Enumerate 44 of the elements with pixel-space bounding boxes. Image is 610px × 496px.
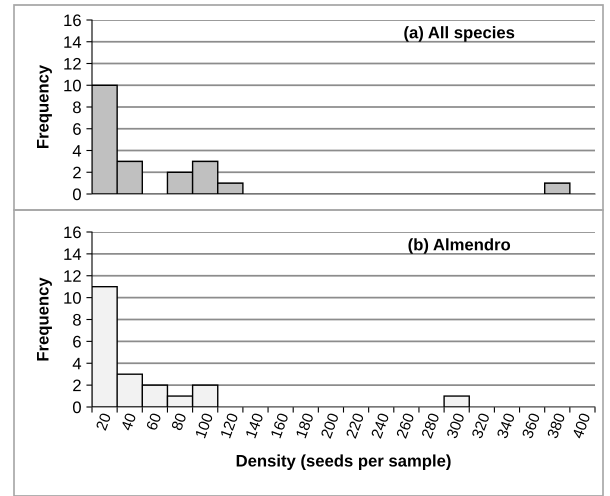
x-tick-label: 400 xyxy=(572,412,590,440)
x-tick-label: 220 xyxy=(346,412,364,439)
y-tick-label: 6 xyxy=(73,336,81,348)
x-tick-label: 240 xyxy=(370,412,390,439)
x-tick-label: 20 xyxy=(96,412,112,431)
y-tick-label: 12 xyxy=(64,270,81,282)
y-tick-label: 0 xyxy=(72,188,81,200)
chart-title: (a) All species xyxy=(404,26,514,42)
x-tick-label: 100 xyxy=(194,412,214,438)
y-tick-label: 10 xyxy=(64,292,81,304)
y-tick-label: 14 xyxy=(64,248,82,260)
x-tick-label: 160 xyxy=(270,412,289,438)
y-tick-label: 10 xyxy=(64,80,81,92)
y-axis-title: Frequency xyxy=(37,277,52,361)
y-tick-label: 6 xyxy=(73,123,81,135)
y-tick-label: 2 xyxy=(73,380,81,392)
y-tick-label: 8 xyxy=(73,314,81,326)
x-tick-label: 280 xyxy=(421,412,440,439)
x-tick-label: 300 xyxy=(446,412,465,439)
x-tick-label: 360 xyxy=(522,412,540,439)
chart-title: (b) Almendro xyxy=(408,238,510,254)
x-axis-title: Density (seeds per sample) xyxy=(236,454,451,470)
x-tick-label: 380 xyxy=(546,412,566,439)
y-tick-label: 14 xyxy=(64,36,82,48)
x-tick-label: 140 xyxy=(245,412,264,438)
y-tick-label: 12 xyxy=(64,58,81,70)
y-tick-label: 8 xyxy=(73,101,81,114)
x-tick-label: 60 xyxy=(146,412,162,431)
y-tick-label: 16 xyxy=(64,226,81,238)
x-tick-label: 340 xyxy=(496,412,515,439)
y-axis-title: Frequency xyxy=(37,64,52,148)
x-tick-label: 200 xyxy=(320,412,339,439)
y-tick-label: 4 xyxy=(72,358,82,370)
y-tick-label: 16 xyxy=(64,14,81,26)
x-tick-label: 80 xyxy=(171,412,187,431)
y-tick-label: 2 xyxy=(73,166,81,178)
bar xyxy=(544,182,571,194)
x-tick-label: 120 xyxy=(220,412,238,438)
y-tick-label: 4 xyxy=(72,145,82,157)
x-tick-label: 180 xyxy=(296,412,314,438)
y-tick-label: 0 xyxy=(72,401,81,414)
x-tick-label: 320 xyxy=(471,412,490,439)
x-tick-label: 260 xyxy=(396,412,414,439)
x-tick-label: 40 xyxy=(120,412,136,432)
